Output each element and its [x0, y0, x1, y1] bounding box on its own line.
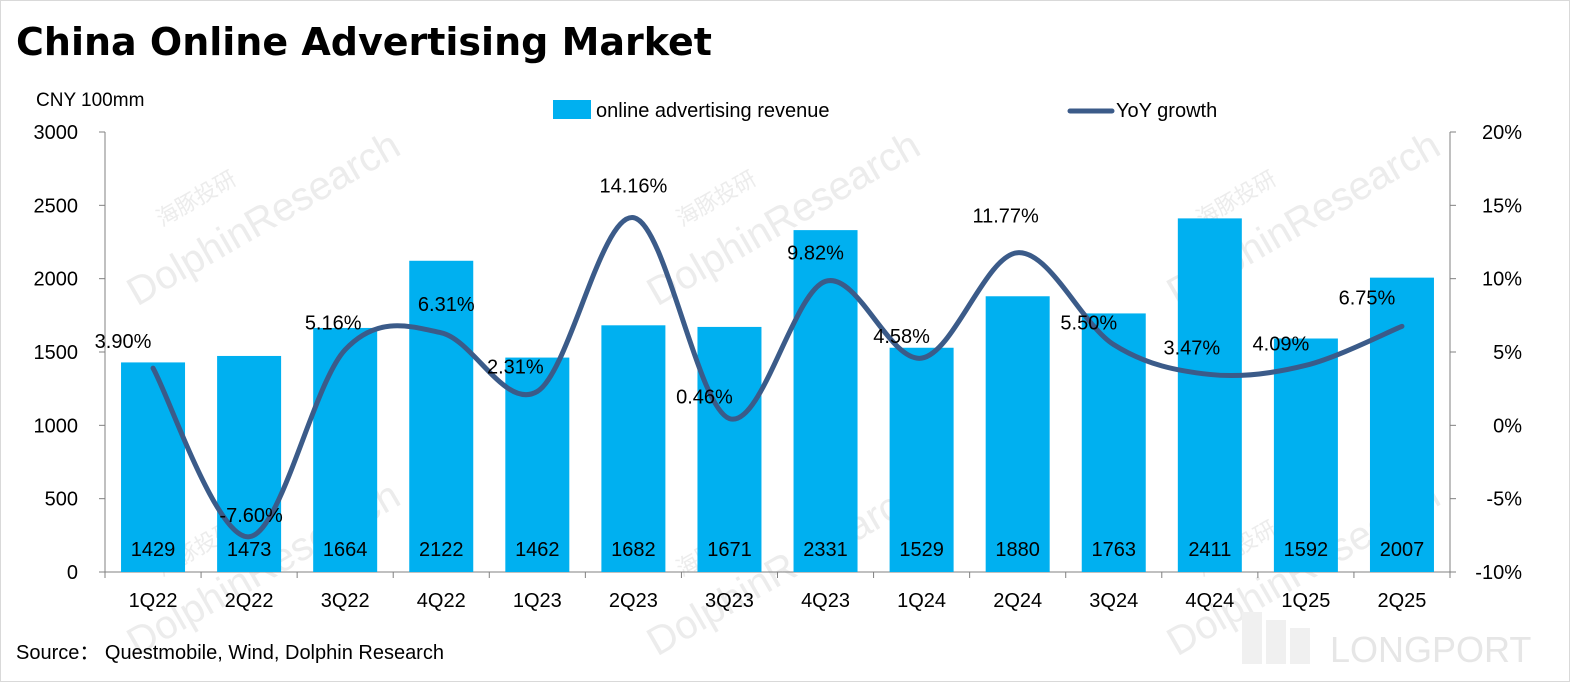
yoy-data-label: -7.60% — [219, 505, 283, 527]
yoy-data-label: 11.77% — [972, 206, 1039, 228]
bar-value-label: 2411 — [1188, 539, 1231, 561]
bar-1Q25 — [1273, 338, 1338, 572]
y-left-tick-label: 2000 — [34, 269, 79, 291]
x-tick-label: 1Q22 — [129, 590, 178, 612]
x-tick-label: 3Q23 — [705, 590, 754, 612]
bar-value-label: 1429 — [131, 539, 176, 561]
y-right-tick-label: -10% — [1475, 562, 1522, 584]
longport-logo-block — [1266, 620, 1286, 664]
yoy-data-label: 4.09% — [1253, 333, 1310, 355]
bar-3Q24 — [1081, 313, 1146, 572]
yoy-data-label: 3.90% — [95, 331, 152, 353]
bar-value-label: 2331 — [803, 539, 848, 561]
bar-value-label: 1880 — [995, 539, 1040, 561]
x-tick-label: 2Q24 — [993, 590, 1042, 612]
x-tick-label: 4Q23 — [801, 590, 850, 612]
y-left-tick-label: 500 — [45, 489, 78, 511]
x-tick-label: 2Q25 — [1377, 590, 1426, 612]
longport-logo-block — [1290, 628, 1310, 664]
bar-2Q25 — [1369, 277, 1434, 572]
bar-4Q24 — [1177, 218, 1242, 573]
bar-value-label: 1664 — [323, 539, 368, 561]
x-tick-label: 3Q22 — [321, 590, 370, 612]
bar-value-label: 2122 — [419, 539, 464, 561]
bar-1Q24 — [889, 347, 954, 572]
bar-4Q22 — [409, 260, 474, 572]
bar-2Q23 — [601, 325, 666, 572]
bar-value-label: 1462 — [515, 539, 560, 561]
x-tick-label: 2Q22 — [225, 590, 274, 612]
x-tick-label: 2Q23 — [609, 590, 658, 612]
y-right-tick-label: 10% — [1482, 269, 1522, 291]
yoy-data-label: 5.50% — [1060, 313, 1117, 335]
y-right-tick-label: -5% — [1486, 489, 1522, 511]
bar-value-label: 2007 — [1380, 539, 1425, 561]
yoy-data-label: 9.82% — [787, 242, 844, 264]
y-right-tick-label: 0% — [1493, 415, 1522, 437]
y-right-tick-label: 20% — [1482, 122, 1522, 144]
bar-value-label: 1592 — [1284, 539, 1329, 561]
legend-swatch-bar — [553, 100, 591, 119]
y-right-tick-label: 15% — [1482, 195, 1522, 217]
source-note: Source： Questmobile, Wind, Dolphin Resea… — [16, 642, 444, 664]
x-tick-label: 4Q22 — [417, 590, 466, 612]
yoy-data-label: 6.31% — [418, 294, 475, 316]
bar-1Q22 — [121, 362, 186, 572]
bar-3Q23 — [697, 326, 762, 572]
legend-label-bar: online advertising revenue — [596, 100, 830, 122]
y-left-tick-label: 0 — [67, 562, 78, 584]
yoy-data-label: 4.58% — [873, 326, 930, 348]
x-tick-label: 1Q24 — [897, 590, 946, 612]
longport-logo-block — [1242, 612, 1262, 664]
y-left-tick-label: 1500 — [34, 342, 79, 364]
y-unit-label: CNY 100mm — [36, 90, 144, 111]
y-left-tick-label: 2500 — [34, 195, 79, 217]
bar-value-label: 1763 — [1092, 539, 1137, 561]
yoy-data-label: 2.31% — [487, 356, 544, 378]
x-tick-label: 4Q24 — [1185, 590, 1234, 612]
yoy-data-label: 6.75% — [1339, 287, 1396, 309]
x-tick-label: 1Q23 — [513, 590, 562, 612]
yoy-data-label: 0.46% — [676, 387, 733, 409]
legend-label-line: YoY growth — [1116, 100, 1217, 122]
y-left-tick-label: 3000 — [34, 122, 79, 144]
chart-title: China Online Advertising Market — [16, 20, 712, 64]
bar-value-label: 1473 — [227, 539, 272, 561]
x-tick-label: 3Q24 — [1089, 590, 1138, 612]
watermark-corner: LONGPORT — [1330, 629, 1531, 670]
y-right-tick-label: 5% — [1493, 342, 1522, 364]
bar-3Q22 — [313, 327, 378, 572]
bar-value-label: 1682 — [611, 539, 656, 561]
yoy-growth-line — [150, 215, 1405, 540]
yoy-data-label: 3.47% — [1163, 337, 1220, 359]
yoy-data-label: 5.16% — [305, 313, 362, 335]
yoy-data-label: 14.16% — [599, 176, 667, 198]
y-left-tick-label: 1000 — [34, 415, 79, 437]
bar-value-label: 1529 — [899, 539, 944, 561]
bar-2Q24 — [985, 296, 1050, 572]
x-tick-label: 1Q25 — [1281, 590, 1330, 612]
bar-value-label: 1671 — [707, 539, 752, 561]
